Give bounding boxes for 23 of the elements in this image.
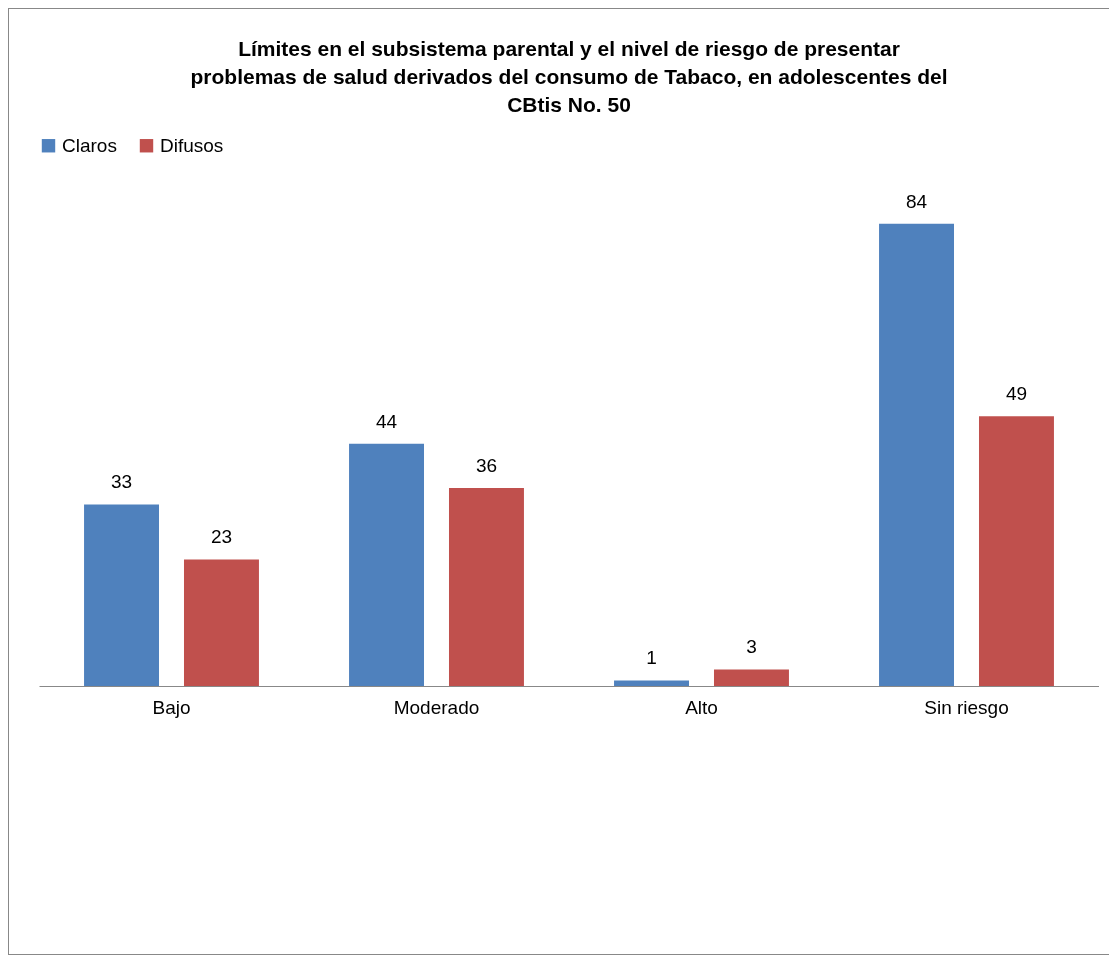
bar: [879, 223, 955, 686]
x-tick-label: Alto: [685, 696, 718, 718]
x-tick-label: Moderado: [393, 696, 480, 718]
x-tick-label: Bajo: [152, 696, 191, 718]
legend-label: Difusos: [160, 134, 224, 156]
x-tick-label: Sin riesgo: [924, 696, 1009, 718]
bar: [349, 443, 425, 686]
data-label: 84: [905, 190, 928, 212]
legend-label: Claros: [62, 134, 117, 156]
bar: [183, 559, 259, 686]
bar: [448, 487, 524, 686]
chart-title: Límites en el subsistema parental y el nivel de riesgo de presentar problemas de salud derivados del consumo de Tabaco, en adolescentes del CBtis No. 50: [190, 37, 948, 116]
data-label: 33: [110, 471, 133, 493]
data-label: 1: [646, 647, 657, 669]
data-label: 23: [210, 526, 233, 548]
bar: [614, 680, 690, 686]
bar: [713, 669, 789, 686]
data-label: 44: [375, 410, 398, 432]
bar: [978, 416, 1054, 686]
data-label: 36: [475, 454, 498, 476]
data-label: 3: [746, 636, 757, 658]
bar: [84, 504, 160, 686]
data-label: 49: [1005, 383, 1028, 405]
